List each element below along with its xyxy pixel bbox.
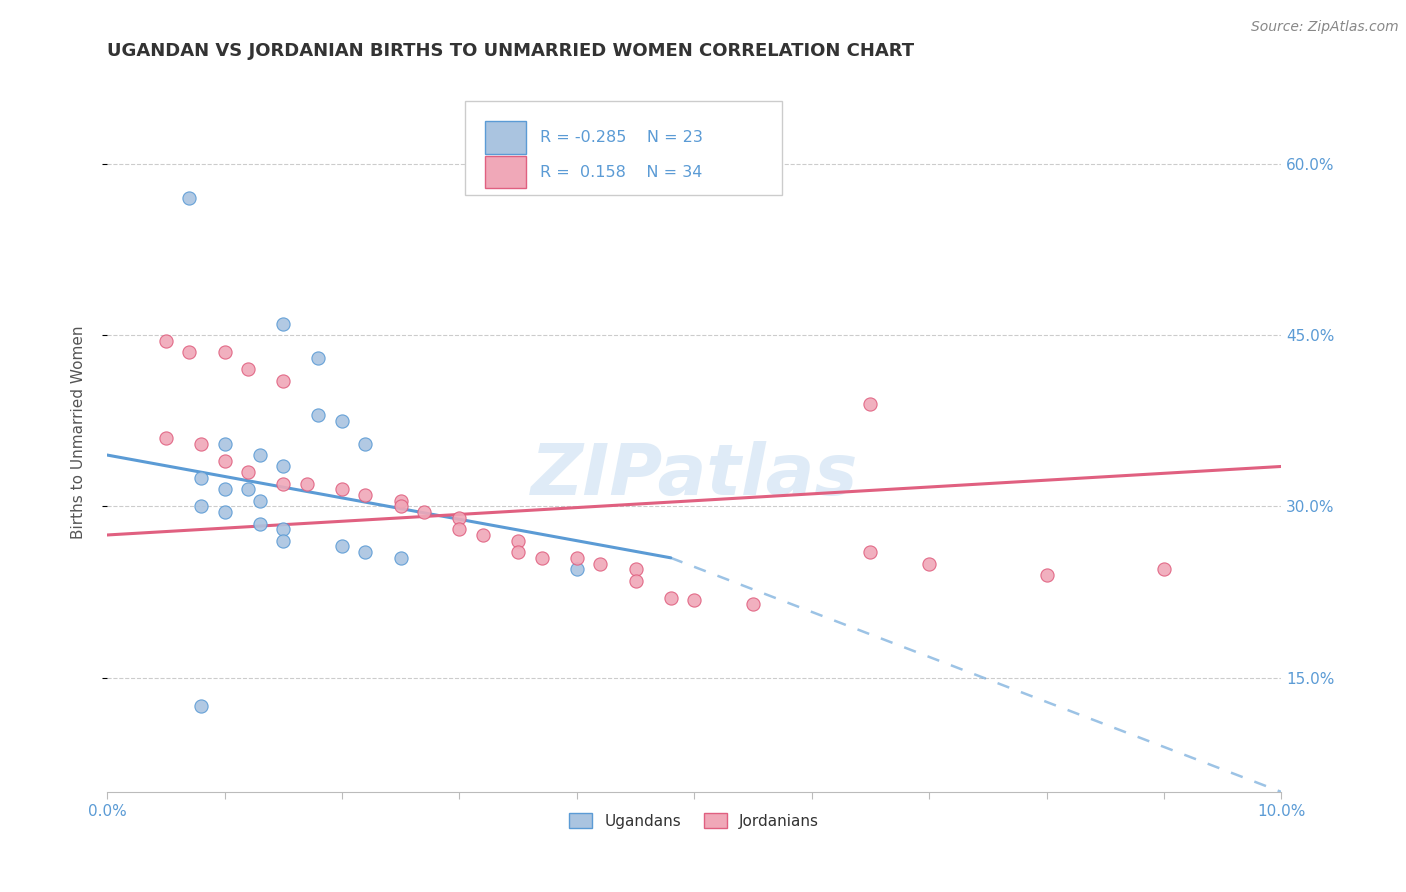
Text: R =  0.158    N = 34: R = 0.158 N = 34 bbox=[540, 165, 703, 179]
Point bbox=[214, 505, 236, 519]
Point bbox=[1035, 568, 1057, 582]
Point bbox=[190, 699, 212, 714]
Point bbox=[190, 500, 212, 514]
Point bbox=[659, 591, 682, 605]
Point bbox=[236, 362, 259, 376]
Point bbox=[354, 488, 377, 502]
Point bbox=[742, 597, 765, 611]
Point bbox=[271, 522, 294, 536]
Point bbox=[506, 545, 529, 559]
Point bbox=[249, 516, 271, 531]
Point bbox=[624, 562, 647, 576]
Point bbox=[271, 476, 294, 491]
Point bbox=[330, 414, 353, 428]
Point bbox=[236, 483, 259, 497]
Point bbox=[249, 493, 271, 508]
Point bbox=[389, 550, 412, 565]
Point bbox=[271, 459, 294, 474]
Point bbox=[190, 471, 212, 485]
Point bbox=[1153, 562, 1175, 576]
FancyBboxPatch shape bbox=[485, 156, 526, 188]
Point bbox=[413, 505, 436, 519]
Point bbox=[530, 550, 553, 565]
Point bbox=[307, 351, 329, 365]
Point bbox=[295, 476, 318, 491]
Point bbox=[354, 545, 377, 559]
Point bbox=[589, 557, 612, 571]
Point bbox=[565, 562, 588, 576]
Point bbox=[179, 345, 201, 359]
Point bbox=[389, 500, 412, 514]
Point bbox=[330, 540, 353, 554]
Point bbox=[471, 528, 494, 542]
Point bbox=[214, 483, 236, 497]
Point bbox=[859, 545, 882, 559]
Point bbox=[214, 345, 236, 359]
Y-axis label: Births to Unmarried Women: Births to Unmarried Women bbox=[72, 326, 86, 539]
Point bbox=[449, 522, 471, 536]
Point bbox=[155, 431, 177, 445]
Point bbox=[859, 397, 882, 411]
Point bbox=[271, 374, 294, 388]
Text: UGANDAN VS JORDANIAN BIRTHS TO UNMARRIED WOMEN CORRELATION CHART: UGANDAN VS JORDANIAN BIRTHS TO UNMARRIED… bbox=[107, 42, 914, 60]
Point bbox=[389, 493, 412, 508]
Text: R = -0.285    N = 23: R = -0.285 N = 23 bbox=[540, 130, 703, 145]
Point bbox=[236, 465, 259, 479]
Point bbox=[624, 574, 647, 588]
Point bbox=[271, 317, 294, 331]
Point bbox=[330, 483, 353, 497]
Point bbox=[155, 334, 177, 348]
Point bbox=[449, 511, 471, 525]
Point bbox=[179, 191, 201, 205]
Point bbox=[214, 454, 236, 468]
Text: Source: ZipAtlas.com: Source: ZipAtlas.com bbox=[1251, 20, 1399, 34]
Point bbox=[249, 448, 271, 462]
Text: ZIPatlas: ZIPatlas bbox=[530, 441, 858, 510]
Point bbox=[214, 436, 236, 450]
Point bbox=[307, 408, 329, 422]
Point bbox=[190, 436, 212, 450]
Point bbox=[683, 593, 706, 607]
Point bbox=[565, 550, 588, 565]
Point bbox=[354, 436, 377, 450]
FancyBboxPatch shape bbox=[485, 121, 526, 153]
Legend: Ugandans, Jordanians: Ugandans, Jordanians bbox=[564, 806, 825, 835]
Point bbox=[271, 533, 294, 548]
Point bbox=[506, 533, 529, 548]
Point bbox=[918, 557, 941, 571]
FancyBboxPatch shape bbox=[465, 101, 782, 194]
